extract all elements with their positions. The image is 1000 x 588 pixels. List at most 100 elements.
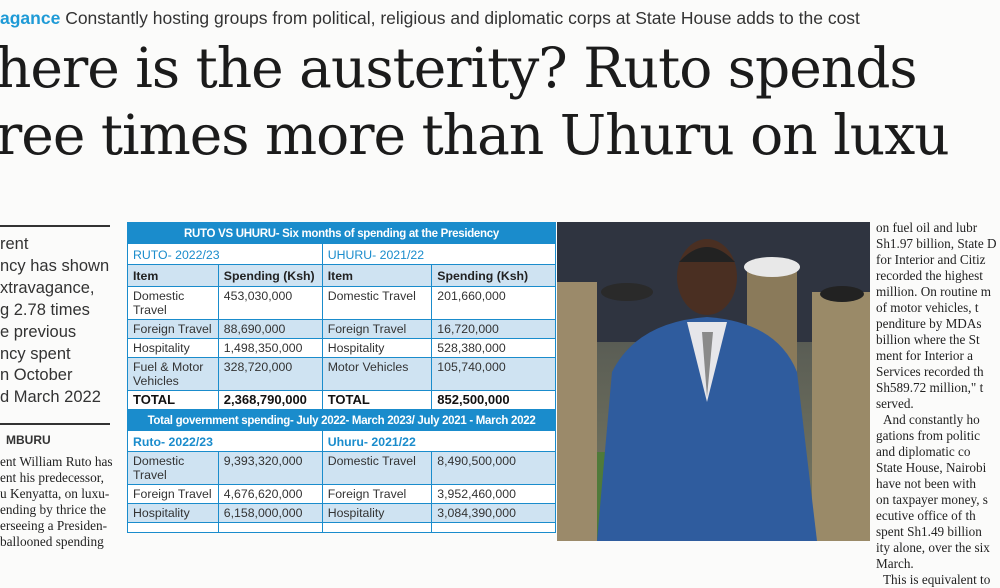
table-row: Domestic Travel 9,393,320,000 Domestic Tra…: [127, 451, 556, 485]
strapline: agance Constantly hosting groups from po…: [0, 8, 860, 29]
cell: Motor Vehicles: [321, 357, 433, 391]
cell: Foreign Travel: [321, 319, 433, 339]
table-row: Hospitality 1,498,350,000 Hospitality 528,3…: [127, 338, 556, 358]
total-row: TOTAL 2,368,790,000 TOTAL 852,500,000: [127, 390, 556, 410]
table-row: Fuel & Motor Vehicles 328,720,000 Motor Ve…: [127, 357, 556, 391]
text-line: penditure by MDAs: [876, 316, 982, 331]
cell: Hospitality: [321, 338, 433, 358]
cell: Hospitality: [127, 503, 219, 523]
right-column: on fuel oil and lubr Sh1.97 billion, Sta…: [876, 220, 1000, 588]
text-line: And constantly ho: [883, 412, 980, 427]
text-line: gations from politic: [876, 428, 981, 443]
text-line: ent William Ruto has: [0, 454, 113, 470]
column-header: Item: [127, 264, 219, 287]
cell: 4,676,620,000: [217, 484, 323, 504]
column-header: Spending (Ksh): [431, 264, 556, 287]
text-line: billion where the St: [876, 332, 980, 347]
pull-line: ncy has shown: [0, 256, 110, 275]
text-line: ballooned spending: [0, 534, 104, 550]
headline-line-1: here is the austerity? Ruto spends: [0, 36, 918, 100]
cell: 9,393,320,000: [217, 451, 323, 485]
text-line: ity alone, over the six: [876, 540, 990, 555]
cell: Foreign Travel: [127, 484, 219, 504]
left-column: rent ncy has shown xtravagance, g 2.78 t…: [0, 225, 113, 550]
cell: Fuel & Motor Vehicles: [127, 357, 219, 391]
cell: 6,158,000,000: [217, 503, 323, 523]
byline: MBURU: [0, 423, 110, 447]
text-line: million. On routine m: [876, 284, 992, 299]
cell: Hospitality: [321, 503, 433, 523]
uhuru-label: UHURU- 2021/22: [321, 243, 557, 265]
column-header: Item: [321, 264, 433, 287]
spending-table: RUTO VS UHURU- Six months of spending at…: [127, 222, 557, 533]
cell: Domestic Travel: [321, 286, 433, 320]
text-line: March.: [876, 556, 914, 571]
cell: 1,498,350,000: [217, 338, 323, 358]
table-title: Total government spending- July 2022- Ma…: [127, 409, 556, 431]
table-row: Hospitality 6,158,000,000 Hospitality 3,084…: [127, 503, 556, 523]
pull-quote: rent ncy has shown xtravagance, g 2.78 t…: [0, 227, 113, 409]
pull-line: e previous: [0, 322, 77, 341]
text-line: Sh1.97 billion, State D: [876, 236, 997, 251]
photo-illustration: [557, 222, 870, 541]
cell: 528,380,000: [431, 338, 556, 358]
cell: Domestic Travel: [321, 451, 433, 485]
pull-line: ncy spent: [0, 344, 71, 363]
cell: 8,490,500,000: [431, 451, 556, 485]
text-line: served.: [876, 396, 914, 411]
cell: 453,030,000: [217, 286, 323, 320]
column-header: Spending (Ksh): [217, 264, 323, 287]
pull-line: g 2.78 times: [0, 300, 90, 319]
text-line: ecutive office of th: [876, 508, 976, 523]
cell: Foreign Travel: [321, 484, 433, 504]
cell: 3,084,390,000: [431, 503, 556, 523]
text-line: have not been with: [876, 476, 976, 491]
text-line: This is equivalent to: [883, 572, 991, 587]
pull-line: d March 2022: [0, 388, 101, 407]
text-line: Services recorded th: [876, 364, 984, 379]
news-photo: [557, 222, 870, 541]
text-line: for Interior and Citiz: [876, 252, 986, 267]
text-line: spent Sh1.49 billion: [876, 524, 982, 539]
text-line: on fuel oil and lubr: [876, 220, 978, 235]
cell: 2,368,790,000: [217, 390, 323, 410]
text-line: of motor vehicles, t: [876, 300, 979, 315]
cell: Foreign Travel: [127, 319, 219, 339]
ruto-label: Ruto- 2022/23: [127, 430, 323, 452]
cell: 16,720,000: [431, 319, 556, 339]
headline-line-2: ree times more than Uhuru on luxu: [0, 103, 950, 167]
cell: TOTAL: [127, 390, 219, 410]
text-line: State House, Nairobi: [876, 460, 987, 475]
pull-line: rent: [0, 235, 29, 253]
text-line: ending by thrice the: [0, 502, 106, 518]
table-row: Foreign Travel 88,690,000 Foreign Travel 16…: [127, 319, 556, 339]
cell: 852,500,000: [431, 390, 556, 410]
uhuru-label: Uhuru- 2021/22: [321, 430, 557, 452]
text-line: on taxpayer money, s: [876, 492, 988, 507]
text-line: ent his predecessor,: [0, 470, 104, 486]
text-line: recorded the highest: [876, 268, 983, 283]
cell: 88,690,000: [217, 319, 323, 339]
table-title: RUTO VS UHURU- Six months of spending at…: [127, 222, 556, 244]
table-row: Domestic Travel 453,030,000 Domestic Trave…: [127, 286, 556, 320]
table-row: Foreign Travel 4,676,620,000 Foreign Trave…: [127, 484, 556, 504]
text-line: u Kenyatta, on luxu-: [0, 486, 110, 502]
cell: 328,720,000: [217, 357, 323, 391]
text-line: and diplomatic co: [876, 444, 971, 459]
cell: 201,660,000: [431, 286, 556, 320]
text-line: erseeing a Presiden-: [0, 518, 108, 534]
pull-line: xtravagance,: [0, 278, 95, 297]
strap-text: Constantly hosting groups from political…: [65, 8, 860, 28]
cell: Hospitality: [127, 338, 219, 358]
strap-keyword: agance: [0, 8, 61, 28]
divider: [0, 225, 110, 227]
cell: TOTAL: [321, 390, 433, 410]
cell: 105,740,000: [431, 357, 556, 391]
ruto-label: RUTO- 2022/23: [127, 243, 323, 265]
cell: Domestic Travel: [127, 286, 219, 320]
body-text-left: ent William Ruto has ent his predecessor…: [0, 454, 113, 550]
cell: 3,952,460,000: [431, 484, 556, 504]
cell: Domestic Travel: [127, 451, 219, 485]
pull-line: n October: [0, 366, 73, 385]
text-line: ment for Interior a: [876, 348, 974, 363]
